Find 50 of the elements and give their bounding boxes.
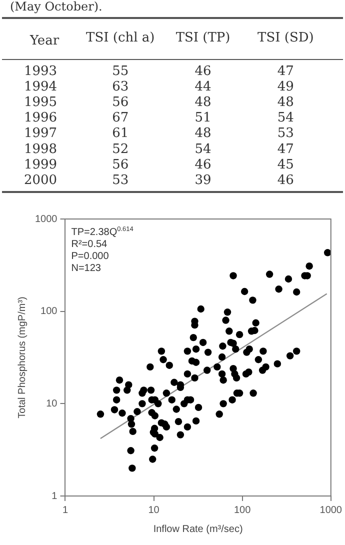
data-label: 53: [277, 126, 294, 142]
x-tick-label: 1: [62, 504, 68, 516]
data-label: 47: [277, 64, 294, 80]
x-tick-label: TSI (TP): [176, 30, 230, 46]
data-label: 61: [112, 126, 129, 142]
data-label: 53: [112, 172, 129, 188]
data-label: 39: [194, 172, 212, 188]
data-label: 55: [112, 64, 129, 80]
y-tick-label: 1000: [34, 214, 58, 225]
y-tick-label: 1: [52, 490, 58, 502]
annotation: P=0.000: [71, 251, 110, 262]
y-tick-label: 10: [46, 398, 58, 410]
y-tick-label: 2000: [24, 172, 58, 188]
y-axis-title: Total Phosphorus (mgP/m³): [16, 296, 28, 418]
data-label: 45: [277, 157, 294, 172]
data-label: 54: [277, 110, 294, 126]
data-label: 44: [194, 80, 212, 95]
data-label: 48: [277, 95, 294, 110]
y-tick-label: 1999: [24, 157, 58, 172]
y-tick-label: 1996: [24, 110, 58, 126]
y-tick-label: 1995: [24, 95, 58, 110]
annotation: R²=0.54: [71, 239, 108, 250]
y-tick-label: 1993: [24, 64, 58, 80]
x-tick-label: 100: [234, 504, 252, 516]
data-label: 52: [112, 142, 129, 157]
y-tick-label: 1997: [24, 126, 58, 142]
data-label: 46: [277, 172, 294, 188]
data-label: 47: [277, 142, 294, 157]
data-label: 56: [112, 95, 129, 110]
y-axis-title: Year: [28, 34, 60, 49]
x-tick-label: TSI (SD): [258, 30, 314, 46]
data-label: 49: [277, 80, 294, 95]
data-label: 51: [194, 110, 212, 126]
data-label: 63: [112, 80, 129, 95]
annotation: N=123: [71, 263, 102, 274]
data-label: 54: [194, 142, 212, 157]
data-label: 67: [112, 110, 129, 126]
chart-title: (May October).: [10, 0, 102, 14]
x-tick-label: TSI (chl a): [86, 30, 155, 46]
data-label: 46: [194, 157, 212, 172]
data-label: 46: [194, 64, 212, 80]
data-label: 48: [194, 95, 212, 110]
x-tick-label: 10: [148, 504, 160, 516]
y-tick-label: 1998: [24, 142, 58, 157]
x-axis-title: Inflow Rate (m³/sec): [153, 524, 243, 535]
y-tick-label: 100: [40, 306, 58, 318]
x-tick-label: 1000: [320, 504, 342, 516]
data-label: 56: [112, 157, 129, 172]
y-tick-label: 1994: [24, 80, 58, 95]
data-label: 48: [194, 126, 212, 142]
